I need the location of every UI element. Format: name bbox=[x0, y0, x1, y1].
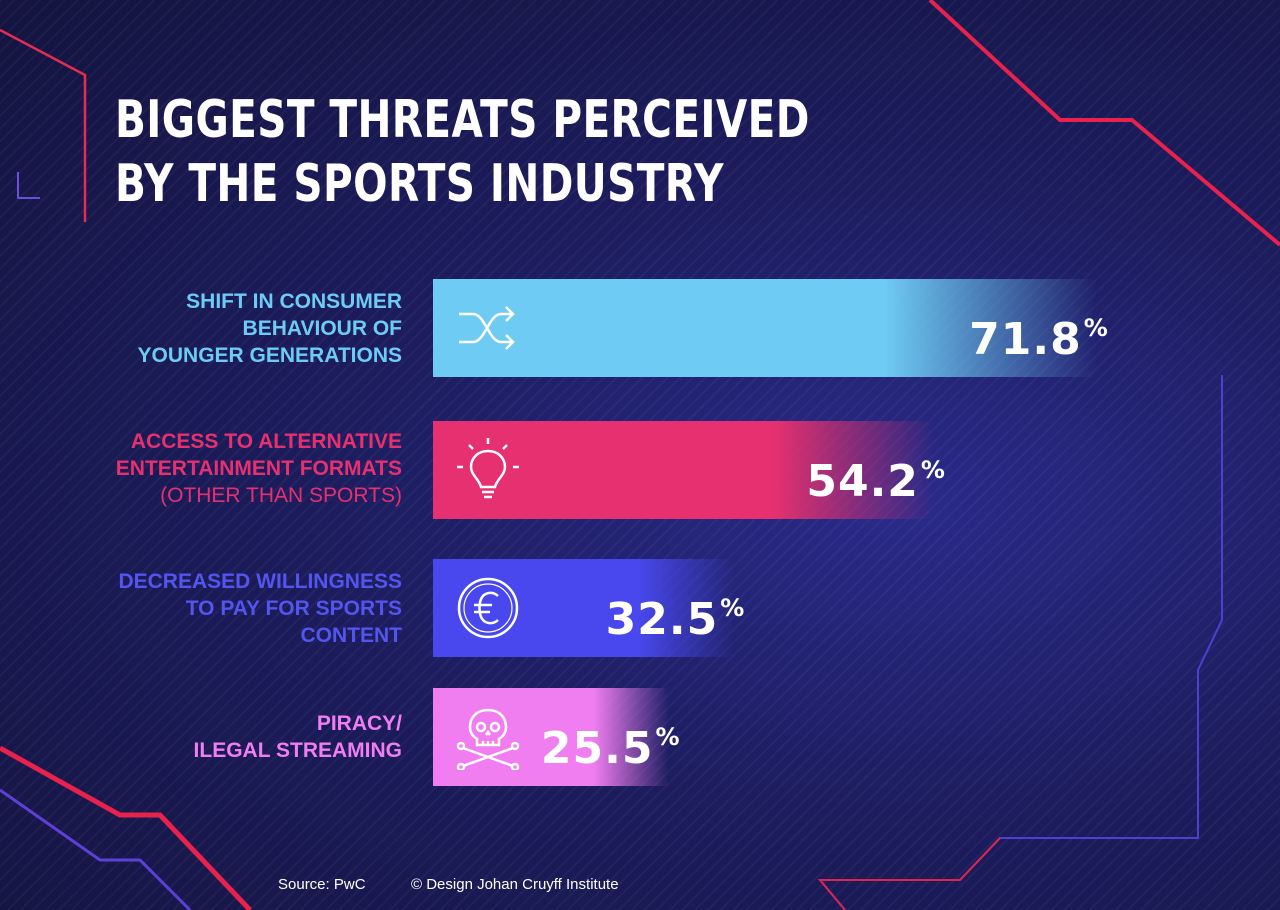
category-label-2: ACCESS TO ALTERNATIVE ENTERTAINMENT FORM… bbox=[22, 428, 402, 509]
value-label-3: 32.5% bbox=[606, 559, 746, 657]
source-note: Source: PwC bbox=[278, 876, 366, 893]
chart-title: BIGGEST THREATS PERCEIVED BY THE SPORTS … bbox=[115, 88, 810, 216]
category-label-1-line-1: SHIFT IN CONSUMER bbox=[186, 290, 402, 313]
value-label-4-number: 25.5 bbox=[540, 723, 654, 774]
bar-3 bbox=[433, 559, 734, 657]
euro-icon bbox=[433, 559, 543, 657]
value-label-3-number: 32.5 bbox=[605, 594, 719, 645]
bar-2 bbox=[433, 421, 935, 519]
value-label-4: 25.5% bbox=[541, 688, 681, 786]
value-label-2-number: 54.2 bbox=[806, 456, 919, 507]
value-label-1: 71.8% bbox=[969, 279, 1109, 377]
value-label-4-unit: % bbox=[655, 723, 681, 751]
category-label-3-line-1: DECREASED WILLINGNESS bbox=[118, 570, 402, 593]
category-label-1: SHIFT IN CONSUMER BEHAVIOUR OF YOUNGER G… bbox=[22, 288, 402, 369]
category-label-1-line-3: YOUNGER GENERATIONS bbox=[137, 344, 402, 367]
category-label-2-line-2: ENTERTAINMENT FORMATS bbox=[115, 457, 402, 480]
category-label-4-line-2: ILEGAL STREAMING bbox=[193, 739, 402, 762]
category-label-4: PIRACY/ ILEGAL STREAMING bbox=[22, 710, 402, 764]
category-label-3-line-2: TO PAY FOR SPORTS bbox=[185, 597, 402, 620]
design-credit: © Design Johan Cruyff Institute bbox=[411, 876, 619, 893]
bar-4 bbox=[433, 688, 669, 786]
chart-title-line-2: BY THE SPORTS INDUSTRY bbox=[115, 154, 724, 214]
value-label-1-unit: % bbox=[1083, 314, 1109, 342]
category-label-1-line-2: BEHAVIOUR OF bbox=[242, 317, 402, 340]
value-label-2: 54.2% bbox=[806, 421, 946, 519]
category-label-4-line-1: PIRACY/ bbox=[316, 712, 402, 735]
skull-crossbones-icon bbox=[433, 688, 543, 786]
bar-1 bbox=[433, 279, 1098, 377]
chart-title-line-1: BIGGEST THREATS PERCEIVED bbox=[115, 90, 810, 150]
category-label-2-line-1: ACCESS TO ALTERNATIVE bbox=[130, 430, 402, 453]
lightbulb-icon bbox=[433, 421, 543, 519]
category-label-3: DECREASED WILLINGNESS TO PAY FOR SPORTS … bbox=[22, 568, 402, 649]
category-label-3-line-3: CONTENT bbox=[300, 624, 403, 647]
value-label-3-unit: % bbox=[720, 594, 746, 622]
category-label-2-line-3: (OTHER THAN SPORTS) bbox=[160, 484, 402, 507]
shuffle-icon bbox=[433, 279, 543, 377]
value-label-1-number: 71.8 bbox=[969, 314, 1082, 365]
value-label-2-unit: % bbox=[920, 456, 946, 484]
